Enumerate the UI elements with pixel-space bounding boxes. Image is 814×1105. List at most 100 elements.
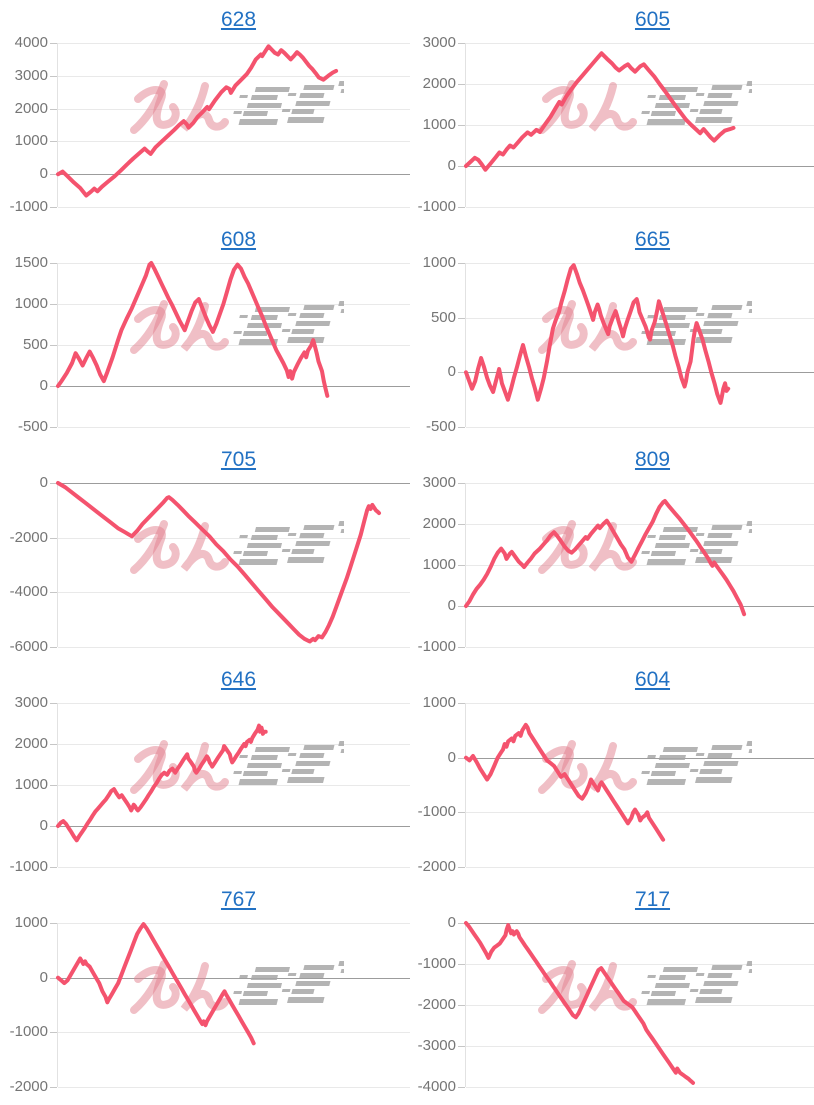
chart-card: 665 1000 500 0 -500 (420, 220, 814, 440)
plot-area (464, 921, 814, 1088)
chart-title-link[interactable]: 809 (634, 448, 671, 471)
chart-title-link[interactable]: 665 (634, 228, 671, 251)
axis-tick (50, 141, 57, 143)
payout-line (464, 51, 736, 172)
axis-tick (50, 427, 57, 428)
axis-tick (458, 263, 465, 264)
chart-card: 605 3000 2000 1000 0 -1000 (418, 0, 814, 220)
zero-gridline (58, 483, 410, 484)
chart-body: 4000 3000 2000 1000 0 -1000 (0, 34, 420, 215)
series-svg (464, 263, 731, 405)
y-tick-label: 1000 (14, 295, 48, 312)
chart-title-link[interactable]: 628 (220, 8, 257, 31)
y-tick-label: 1000 (14, 776, 48, 793)
y-tick-label: -1000 (9, 858, 48, 875)
y-tick-label: 500 (22, 336, 48, 353)
chart-title-link[interactable]: 605 (634, 8, 671, 31)
gridline (58, 647, 410, 648)
y-tick-label: 1000 (422, 556, 456, 573)
y-tick-label: -1000 (417, 803, 456, 821)
y-axis-labels: 4000 3000 2000 1000 0 -1000 (0, 34, 57, 215)
gridline (466, 647, 814, 648)
y-tick-label: 3000 (14, 694, 48, 711)
gridline (58, 867, 410, 868)
y-tick-label: 2000 (14, 99, 48, 117)
gridline (58, 744, 410, 745)
series-svg (56, 723, 268, 843)
axis-tick (458, 427, 465, 428)
y-tick-label: -6000 (9, 638, 48, 655)
axis-tick (458, 317, 465, 319)
y-tick-label: 0 (39, 817, 48, 834)
y-tick-label: -1000 (417, 198, 456, 215)
chart-body: 1000 0 -1000 -2000 (0, 914, 420, 1095)
chart-body: 0 -2000 -4000 -6000 (0, 474, 420, 655)
zero-gridline (58, 977, 410, 979)
series-svg (464, 499, 747, 617)
y-tick-label: 0 (447, 157, 456, 174)
y-tick-label: 0 (39, 165, 48, 183)
chart-title-row: 605 (465, 8, 814, 43)
gridline (58, 263, 410, 264)
chart-body: 1000 0 -1000 -2000 (418, 694, 814, 875)
gridline (466, 263, 814, 264)
axis-tick (50, 75, 57, 77)
axis-tick (458, 524, 465, 525)
gridline (466, 1087, 814, 1088)
chart-card: 767 1000 0 -1000 -2000 (0, 880, 420, 1100)
axis-tick (50, 744, 57, 745)
chart-title-link[interactable]: 646 (220, 668, 257, 691)
y-tick-label: -2000 (417, 996, 456, 1013)
chart-title-row: 608 (57, 228, 420, 263)
axis-tick (458, 606, 465, 607)
y-tick-label: -2000 (9, 1078, 48, 1095)
y-axis-labels: 3000 2000 1000 0 -1000 (0, 694, 57, 875)
axis-tick (50, 977, 57, 979)
gridline (58, 785, 410, 786)
y-tick-label: 0 (447, 748, 456, 766)
y-tick-label: -3000 (417, 1037, 456, 1054)
gridline (466, 867, 814, 868)
plot-area (464, 703, 814, 868)
zero-gridline (466, 757, 814, 759)
axis-tick (458, 483, 465, 484)
payout-line (56, 723, 268, 843)
y-tick-label: -1000 (9, 198, 48, 215)
payout-line (56, 922, 256, 1046)
axis-tick (458, 43, 465, 44)
chart-title-link[interactable]: 717 (634, 888, 671, 911)
gridline (58, 1032, 410, 1034)
gridline (466, 812, 814, 814)
chart-title-link[interactable]: 604 (634, 668, 671, 691)
axis-tick (50, 304, 57, 305)
gridline (58, 108, 410, 110)
gridline (58, 345, 410, 346)
axis-tick (50, 923, 57, 924)
plot-area (56, 481, 410, 648)
chart-title-link[interactable]: 767 (220, 888, 257, 911)
chart-title-row: 767 (57, 888, 420, 923)
axis-tick (50, 386, 57, 387)
y-tick-label: -1000 (9, 1023, 48, 1041)
axis-tick (50, 43, 57, 44)
chart-title-row: 646 (57, 668, 420, 703)
chart-title-link[interactable]: 608 (220, 228, 257, 251)
zero-gridline (58, 386, 410, 387)
axis-tick (458, 923, 465, 924)
gridline (58, 537, 410, 539)
axis-tick (458, 1046, 465, 1047)
gridline (58, 75, 410, 77)
axis-tick (458, 372, 465, 374)
chart-title-link[interactable]: 705 (220, 448, 257, 471)
y-tick-label: -4000 (9, 583, 48, 601)
series-svg (464, 51, 736, 172)
y-tick-label: 500 (430, 308, 456, 326)
y-axis-labels: 0 -1000 -2000 -3000 -4000 (418, 914, 465, 1095)
y-tick-label: 0 (39, 377, 48, 394)
chart-card: 717 0 -1000 -2000 -3000 -4000 (418, 880, 814, 1100)
series-svg (56, 481, 381, 644)
zero-gridline (466, 923, 814, 924)
gridline (58, 207, 410, 208)
axis-tick (50, 263, 57, 264)
